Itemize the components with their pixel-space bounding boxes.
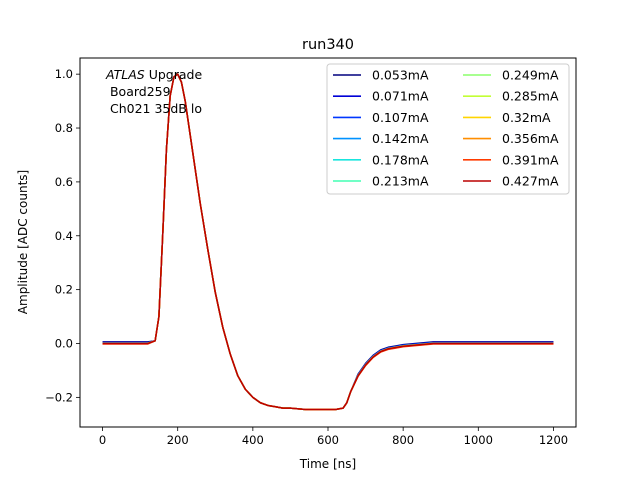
legend-label: 0.427mA xyxy=(502,174,559,189)
series-line xyxy=(102,73,554,411)
y-tick-label: 0.8 xyxy=(55,121,73,135)
legend-label: 0.391mA xyxy=(502,152,559,167)
annotation-line-1: ATLAS Upgrade xyxy=(105,67,202,82)
x-axis-ticks: 0 200 400 600 800 1000 1200 xyxy=(99,427,568,447)
chart-title: run340 xyxy=(302,37,354,53)
y-axis-label: Amplitude [ADC counts] xyxy=(16,170,30,314)
legend-label: 0.356mA xyxy=(502,131,559,146)
legend-label: 0.213mA xyxy=(372,174,429,189)
x-tick-label: 600 xyxy=(317,433,339,447)
annotation-line-2: Board259 xyxy=(106,84,171,99)
annotation-atlas: ATLAS xyxy=(105,67,145,82)
y-tick-label: 0.0 xyxy=(55,337,73,351)
legend: 0.053mA 0.071mA 0.107mA 0.142mA 0.178mA 0.213… xyxy=(326,63,570,195)
legend-label: 0.053mA xyxy=(372,68,429,83)
legend-label: 0.107mA xyxy=(372,110,429,125)
x-tick-label: 0 xyxy=(99,433,106,447)
annotation-upgrade: Upgrade xyxy=(145,67,203,82)
legend-label: 0.32mA xyxy=(502,110,551,125)
legend-frame xyxy=(326,63,570,195)
x-axis-label: Time [ns] xyxy=(299,457,356,471)
x-tick-label: 400 xyxy=(242,433,264,447)
y-axis-ticks: −0.2 0.0 0.2 0.4 0.6 0.8 1.0 xyxy=(45,67,80,404)
legend-label: 0.178mA xyxy=(372,152,429,167)
y-tick-label: 0.6 xyxy=(55,175,73,189)
annotation-line-3: Ch021 35dB lo xyxy=(106,101,202,116)
y-tick-label: 0.2 xyxy=(55,283,73,297)
x-tick-label: 1000 xyxy=(464,433,493,447)
x-tick-label: 800 xyxy=(392,433,414,447)
y-tick-label: 1.0 xyxy=(55,67,73,81)
y-tick-label: 0.4 xyxy=(55,229,73,243)
legend-label: 0.285mA xyxy=(502,89,559,104)
legend-label: 0.071mA xyxy=(372,89,429,104)
x-tick-label: 1200 xyxy=(539,433,568,447)
x-tick-label: 200 xyxy=(167,433,189,447)
plot-lines xyxy=(102,73,554,411)
legend-label: 0.249mA xyxy=(502,68,559,83)
legend-label: 0.142mA xyxy=(372,131,429,146)
y-tick-label: −0.2 xyxy=(45,390,73,404)
